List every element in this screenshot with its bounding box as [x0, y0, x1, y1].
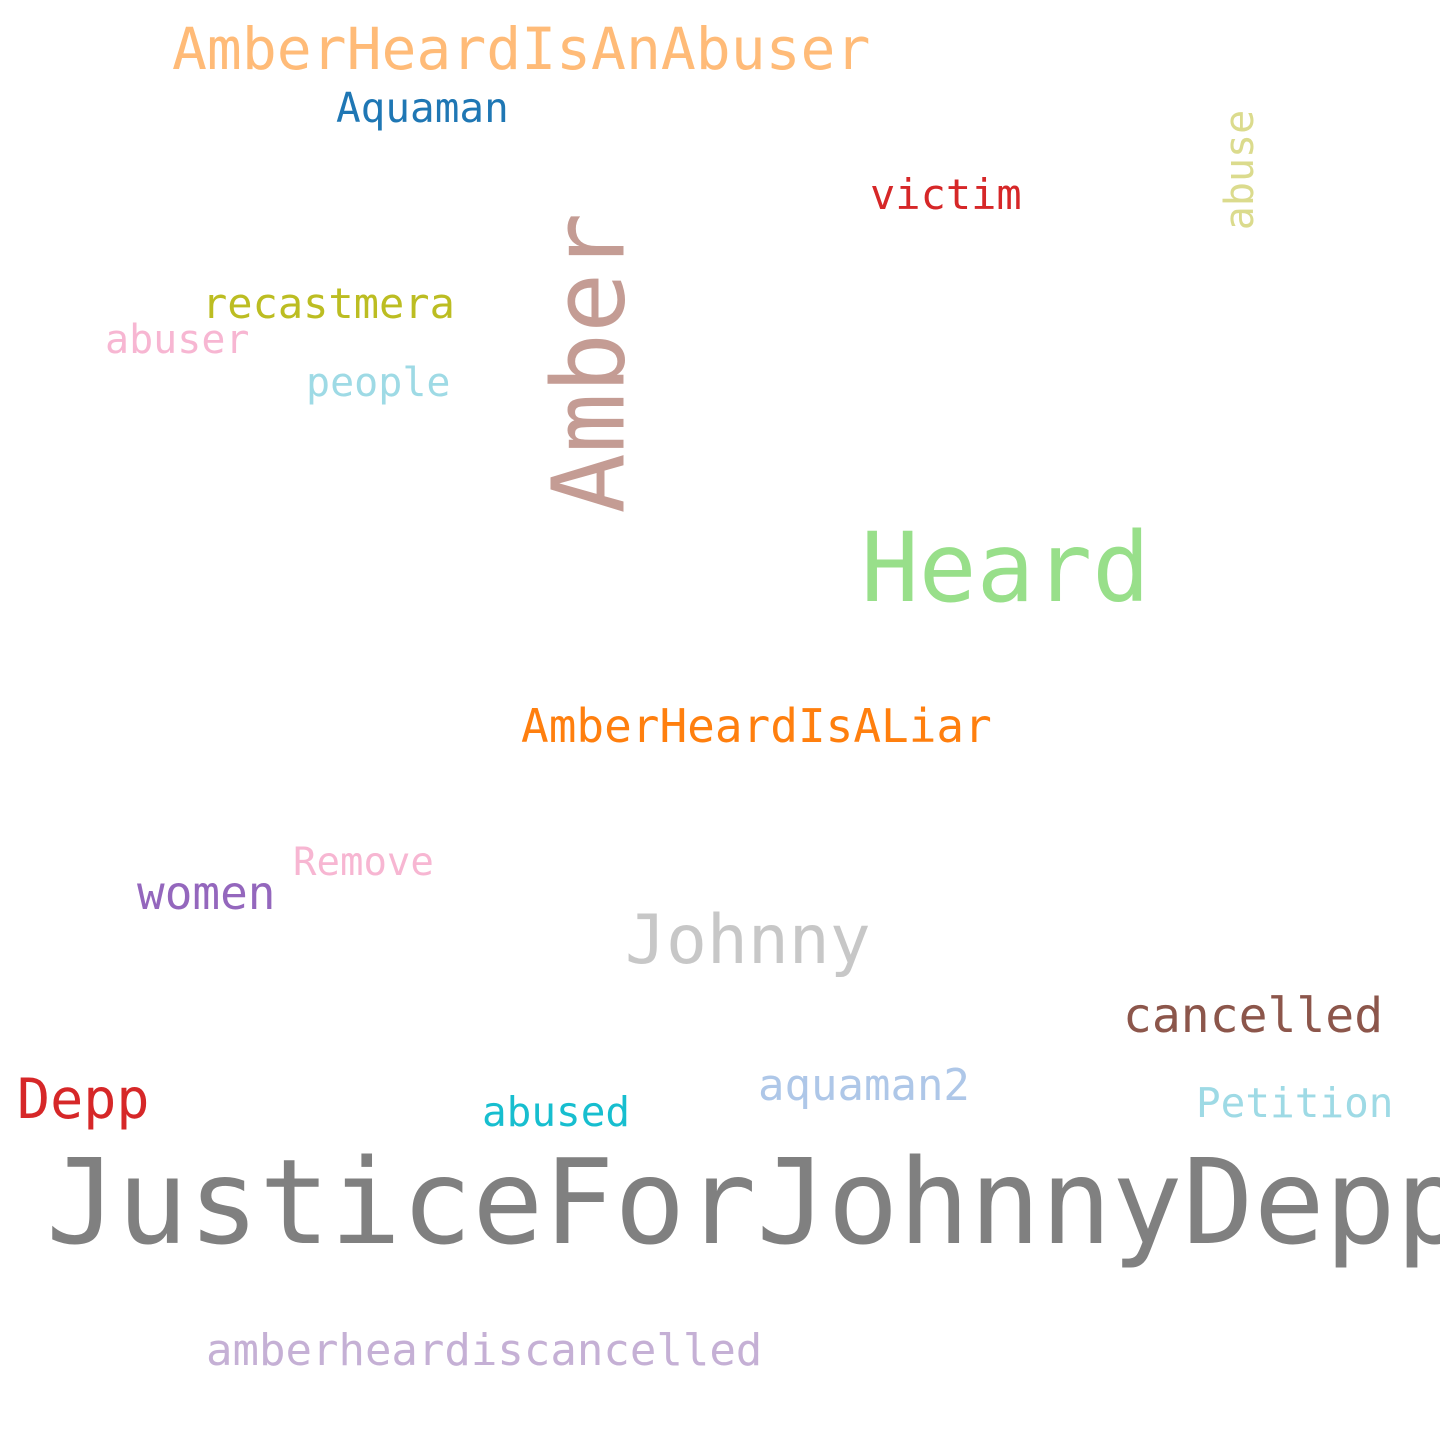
word-victim: victim	[870, 170, 1022, 219]
word-depp: Depp	[17, 1067, 150, 1131]
word-heard: Heard	[861, 512, 1150, 624]
word-amber: Amber	[530, 212, 648, 514]
word-petition: Petition	[1196, 1079, 1394, 1127]
word-people: people	[306, 360, 451, 406]
word-recastmera: recastmera	[202, 279, 455, 328]
word-abuse: abuse	[1217, 109, 1264, 231]
word-aquaman: Aquaman	[336, 84, 509, 132]
word-women: women	[137, 866, 276, 920]
word-amberheardisaliar: AmberHeardIsALiar	[521, 699, 992, 753]
word-abuser: abuser	[105, 317, 250, 363]
word-cancelled: cancelled	[1123, 988, 1384, 1044]
word-amberheardiscancelled: amberheardiscancelled	[206, 1325, 763, 1376]
word-justiceforjohnnydepp: JusticeForJohnnyDepp	[46, 1133, 1440, 1271]
word-amberheardisanabuser: AmberHeardIsAnAbuser	[172, 15, 871, 83]
word-abused: abused	[482, 1088, 631, 1136]
word-remove: Remove	[293, 840, 434, 885]
word-johnny: Johnny	[625, 901, 871, 980]
word-aquaman2: aquaman2	[758, 1060, 970, 1111]
